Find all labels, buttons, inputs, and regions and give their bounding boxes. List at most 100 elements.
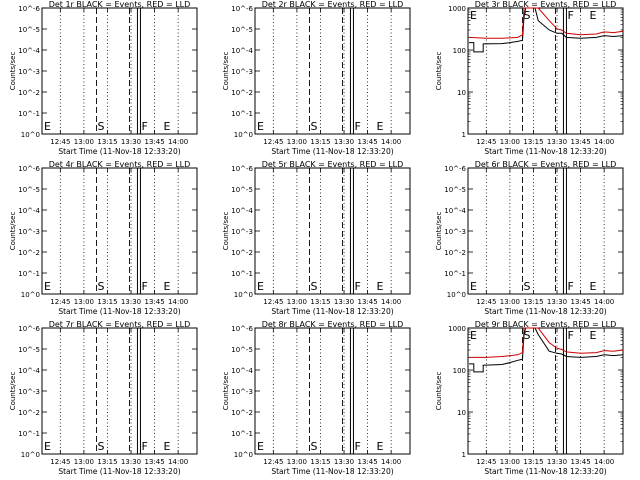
plot-frame	[467, 327, 624, 455]
marker-label-e: E	[163, 120, 170, 133]
chart-title: Det 5r BLACK = Events, RED = LLD	[262, 160, 404, 169]
x-tick-label: 13:45	[144, 138, 164, 146]
x-axis-label: Start Time (11-Nov-18 12:33:20)	[484, 147, 606, 156]
x-tick-label: 12:45	[263, 138, 283, 146]
marker-label-e: E	[470, 9, 477, 22]
x-axis-label: Start Time (11-Nov-18 12:33:20)	[484, 467, 606, 476]
x-tick-label: 13:30	[334, 458, 354, 466]
detector-panel-1: Det 1r BLACK = Events, RED = LLD Counts/s…	[9, 0, 198, 156]
y-tick-label: 10^-3	[231, 68, 253, 76]
chart-title: Det 4r BLACK = Events, RED = LLD	[49, 160, 191, 169]
detector-panel-9: Det 9r BLACK = Events, RED = LLD Counts/s…	[435, 320, 624, 476]
marker-label-e: E	[470, 329, 477, 342]
x-tick-label: 12:45	[476, 138, 496, 146]
marker-label-e: E	[589, 9, 596, 22]
x-tick-label: 13:15	[310, 138, 330, 146]
x-tick-label: 13:15	[523, 298, 543, 306]
x-tick-label: 13:30	[547, 138, 567, 146]
y-tick-label: 10^0	[21, 451, 40, 459]
y-tick-label: 10^-6	[18, 5, 40, 13]
y-axis-label: Counts/sec	[222, 52, 230, 91]
y-tick-label: 10^-4	[231, 367, 253, 375]
x-tick-label: 13:15	[310, 298, 330, 306]
x-tick-label: 13:15	[310, 458, 330, 466]
x-tick-label: 13:45	[144, 298, 164, 306]
x-tick-label: 13:00	[500, 458, 520, 466]
x-tick-label: 13:30	[547, 298, 567, 306]
marker-label-e: E	[257, 120, 264, 133]
y-tick-label: 10^0	[21, 291, 40, 299]
y-tick-label: 100	[453, 367, 466, 375]
x-tick-label: 14:00	[168, 298, 188, 306]
detector-panel-4: Det 4r BLACK = Events, RED = LLD Counts/s…	[9, 160, 198, 316]
marker-label-s: S	[310, 120, 317, 133]
marker-label-s: S	[310, 280, 317, 293]
x-axis-label: Start Time (11-Nov-18 12:33:20)	[271, 467, 393, 476]
marker-label-s: S	[97, 280, 104, 293]
y-tick-label: 10^-6	[18, 165, 40, 173]
x-axis-label: Start Time (11-Nov-18 12:33:20)	[58, 307, 180, 316]
y-tick-label: 10^-1	[231, 270, 253, 278]
x-tick-label: 13:15	[97, 458, 117, 466]
y-tick-label: 10^-5	[444, 186, 466, 194]
x-tick-label: 12:45	[476, 458, 496, 466]
plot-frame	[41, 167, 198, 295]
marker-label-e: E	[163, 440, 170, 453]
x-tick-label: 13:45	[144, 458, 164, 466]
marker-label-e: E	[376, 440, 383, 453]
y-tick-label: 10^0	[21, 131, 40, 139]
y-tick-label: 10^-4	[444, 207, 466, 215]
x-tick-label: 13:45	[357, 458, 377, 466]
y-axis-label: Counts/sec	[9, 212, 17, 251]
marker-label-f: F	[354, 120, 360, 133]
x-tick-label: 13:00	[287, 458, 307, 466]
y-tick-label: 10	[457, 89, 466, 97]
x-tick-label: 13:30	[121, 298, 141, 306]
y-tick-label: 10^-5	[18, 346, 40, 354]
chart-title: Det 7r BLACK = Events, RED = LLD	[49, 320, 191, 329]
x-tick-label: 13:45	[570, 298, 590, 306]
detector-panel-6: Det 6r BLACK = Events, RED = LLD Counts/s…	[435, 160, 624, 316]
y-tick-label: 10^-4	[18, 367, 40, 375]
x-tick-label: 13:15	[523, 458, 543, 466]
y-tick-label: 10^-6	[231, 325, 253, 333]
chart-title: Det 8r BLACK = Events, RED = LLD	[262, 320, 404, 329]
y-tick-label: 10^-3	[444, 228, 466, 236]
y-tick-label: 10^-2	[231, 89, 253, 97]
y-tick-label: 10^-6	[18, 325, 40, 333]
detector-panel-5: Det 5r BLACK = Events, RED = LLD Counts/s…	[222, 160, 411, 316]
marker-label-s: S	[310, 440, 317, 453]
marker-label-e: E	[376, 280, 383, 293]
x-tick-label: 13:45	[357, 298, 377, 306]
x-axis-label: Start Time (11-Nov-18 12:33:20)	[271, 147, 393, 156]
x-tick-label: 13:00	[287, 138, 307, 146]
x-tick-label: 13:00	[74, 298, 94, 306]
x-tick-label: 13:30	[547, 458, 567, 466]
marker-label-e: E	[257, 440, 264, 453]
chart-title: Det 9r BLACK = Events, RED = LLD	[475, 320, 617, 329]
marker-label-e: E	[44, 280, 51, 293]
y-tick-label: 10^-3	[18, 68, 40, 76]
plot-frame	[254, 327, 411, 455]
y-tick-label: 10^-1	[231, 430, 253, 438]
y-axis-label: Counts/sec	[435, 372, 443, 411]
x-tick-label: 13:15	[97, 138, 117, 146]
marker-label-e: E	[44, 440, 51, 453]
y-tick-label: 10^-5	[231, 186, 253, 194]
marker-label-f: F	[354, 280, 360, 293]
y-tick-label: 10^-4	[231, 207, 253, 215]
x-tick-label: 14:00	[168, 138, 188, 146]
x-tick-label: 13:15	[97, 298, 117, 306]
marker-label-e: E	[376, 120, 383, 133]
x-axis-label: Start Time (11-Nov-18 12:33:20)	[58, 467, 180, 476]
x-tick-label: 14:00	[381, 298, 401, 306]
x-tick-label: 12:45	[50, 458, 70, 466]
y-axis-label: Counts/sec	[9, 372, 17, 411]
x-tick-label: 13:00	[287, 298, 307, 306]
x-tick-label: 13:15	[523, 138, 543, 146]
x-tick-label: 14:00	[594, 298, 614, 306]
y-tick-label: 1000	[448, 5, 466, 13]
x-tick-label: 12:45	[476, 298, 496, 306]
x-tick-label: 13:30	[334, 138, 354, 146]
x-tick-label: 13:45	[570, 458, 590, 466]
